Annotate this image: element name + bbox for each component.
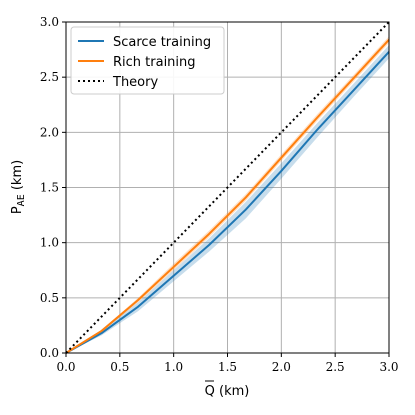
- legend-box: [70, 26, 225, 95]
- x-axis-label: Q (km): [205, 380, 250, 399]
- y-axis-label-sub: AE: [16, 194, 27, 206]
- y-tick-label: 0.5: [40, 291, 59, 305]
- legend-label-rich-training: Rich training: [113, 55, 196, 70]
- series-lines: [65, 21, 390, 354]
- x-tick-label: 0.0: [56, 360, 75, 374]
- x-tick-label: 2.0: [272, 360, 291, 374]
- line-scarce-training: [65, 51, 390, 354]
- y-tick-label: 3.0: [40, 15, 59, 29]
- y-tick-label: 2.0: [40, 125, 59, 139]
- line-rich-training: [65, 38, 390, 354]
- y-tick-label: 0.0: [40, 346, 59, 360]
- y-axis-label: PAE (km): [10, 160, 27, 214]
- line-theory: [65, 21, 390, 354]
- legend-label-theory: Theory: [112, 75, 158, 90]
- y-axis-label-main: P: [10, 206, 25, 214]
- x-tick-label: 1.5: [218, 360, 237, 374]
- legend-label-scarce-training: Scarce training: [113, 35, 211, 50]
- legend: Scarce training Rich training Theory: [70, 26, 225, 95]
- x-tick-label: 3.0: [379, 360, 398, 374]
- y-tick-label: 1.0: [40, 236, 59, 250]
- x-tick-label: 0.5: [110, 360, 129, 374]
- y-tick-label: 1.5: [40, 181, 59, 195]
- x-tick-label: 1.0: [164, 360, 183, 374]
- axis-ticks: 0.0 0.5 1.0 1.5 2.0 2.5 3.0 0.0 0.5 1.0 1.5 2.0 2.5 3…: [40, 15, 399, 374]
- y-axis-label-unit: (km): [10, 160, 25, 194]
- x-tick-label: 2.5: [326, 360, 345, 374]
- x-axis-label-text: Q (km): [205, 384, 250, 399]
- y-tick-label: 2.5: [40, 70, 59, 84]
